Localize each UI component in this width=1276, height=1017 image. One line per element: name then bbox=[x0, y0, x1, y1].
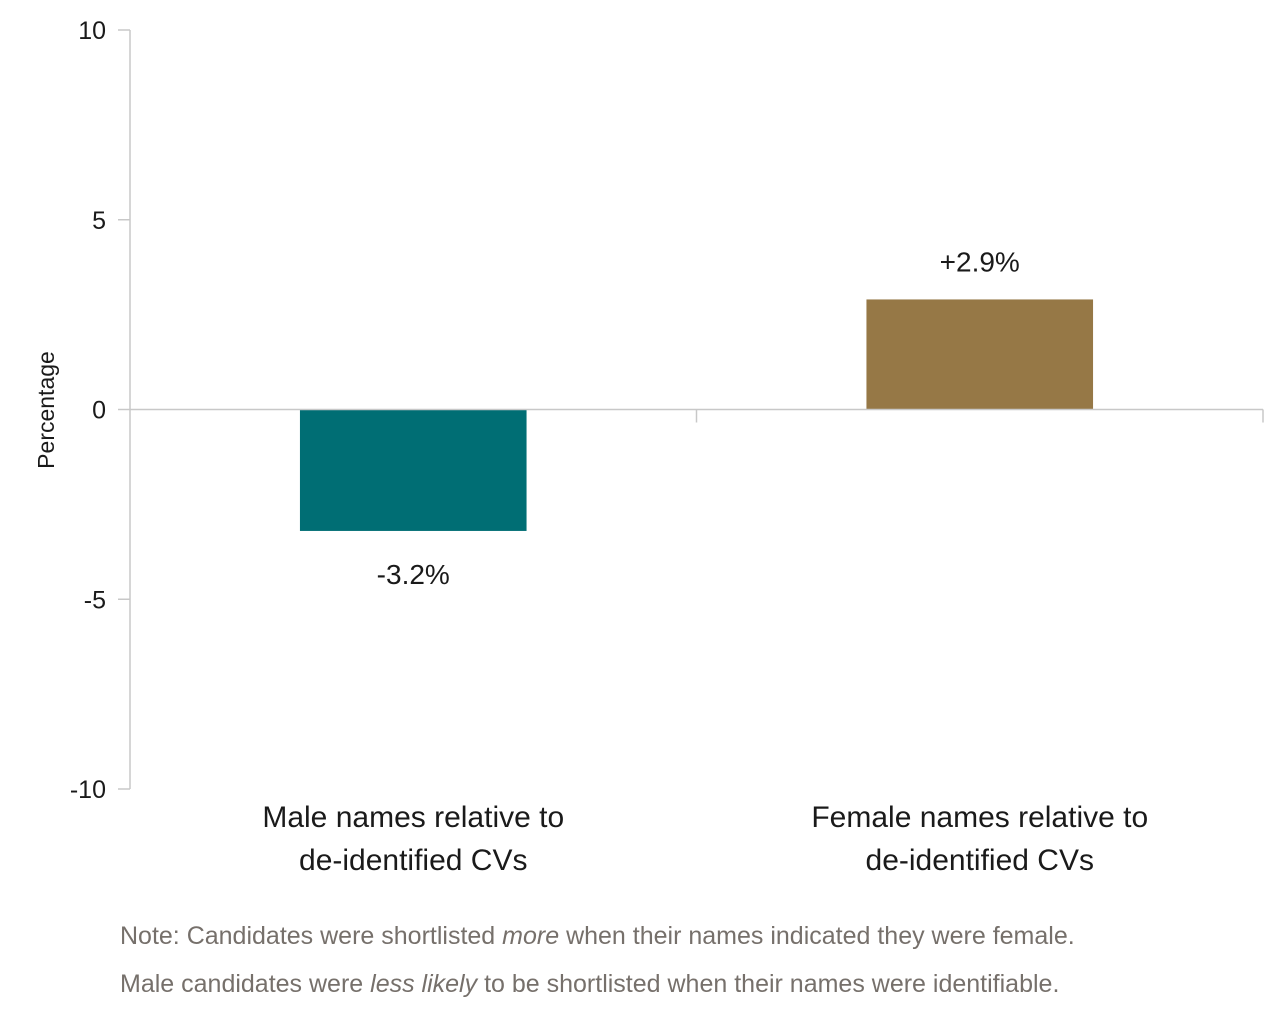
y-tick-label: 5 bbox=[92, 207, 106, 235]
bar-chart: 10 5 0 -5 -10 -3.2% +2.9% Male names relative… bbox=[33, 17, 1264, 877]
data-label: +2.9% bbox=[940, 246, 1020, 277]
y-axis-title: Percentage bbox=[33, 351, 59, 469]
bar-female-names bbox=[866, 299, 1094, 410]
data-labels: -3.2% +2.9% bbox=[377, 246, 1020, 589]
note-line-1-start: Note: Candidates were shortlisted bbox=[120, 922, 503, 950]
y-tick-label: 10 bbox=[78, 17, 106, 45]
note-line-1-end: when their names indicated they were fem… bbox=[559, 922, 1075, 950]
y-tick-label: -5 bbox=[84, 586, 106, 614]
category-label: Female names relative to bbox=[811, 801, 1148, 834]
data-label: -3.2% bbox=[377, 559, 450, 590]
category-label: de-identified CVs bbox=[299, 844, 527, 877]
bars bbox=[299, 299, 1094, 531]
x-axis-ticks bbox=[695, 409, 1264, 423]
note-line-1-emphasis: more bbox=[502, 922, 560, 950]
note-line-2: Male candidates were less likely to be s… bbox=[120, 970, 1260, 999]
note-line-2-start: Male candidates were bbox=[120, 970, 371, 998]
note-line-2-end: to be shortlisted when their names were … bbox=[477, 970, 1060, 998]
y-tick-label: 0 bbox=[92, 397, 106, 425]
bar-male-names bbox=[299, 409, 527, 531]
category-label: Male names relative to bbox=[262, 801, 564, 834]
note-line-2-emphasis: less likely bbox=[370, 970, 478, 998]
y-axis-ticks: 10 5 0 -5 -10 bbox=[70, 17, 130, 804]
y-tick-label: -10 bbox=[70, 776, 106, 804]
note-line-1: Note: Candidates were shortlisted more w… bbox=[120, 922, 1260, 951]
category-label: de-identified CVs bbox=[866, 844, 1094, 877]
category-labels: Male names relative to de-identified CVs F… bbox=[262, 801, 1148, 877]
